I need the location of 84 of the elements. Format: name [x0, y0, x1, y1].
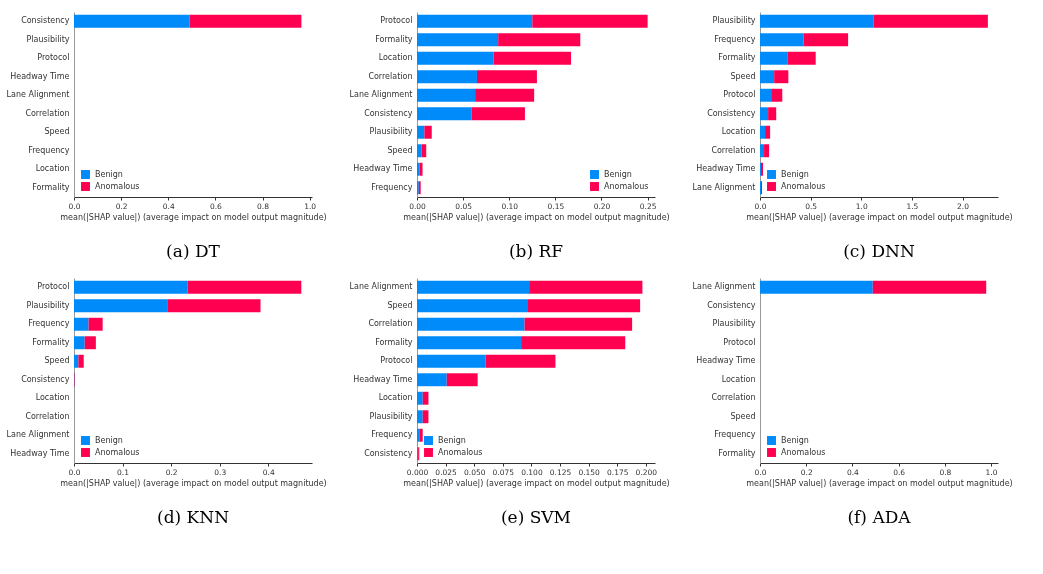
y-tick-label: Speed — [387, 300, 413, 310]
y-tick-label: Headway Time — [10, 448, 70, 458]
y-tick-label: Location — [721, 127, 756, 137]
y-tick-label: Speed — [44, 127, 70, 137]
y-tick-label: Headway Time — [696, 164, 756, 174]
legend-label: Benign — [438, 435, 466, 445]
y-tick-label: Location — [378, 53, 413, 63]
text: (e) SVM — [500, 506, 572, 527]
y-tick-label: Speed — [387, 145, 413, 155]
x-axis-title: mean(|SHAP value|) (average impact on model output magnitude) — [60, 479, 327, 488]
x-axis-title: mean(|SHAP value|) (average impact on model output magnitude) — [403, 213, 670, 222]
y-tick-label: Consistency — [21, 16, 70, 26]
y-tick-label: Headway Time — [353, 164, 413, 174]
y-tick-label: Correlation — [711, 393, 756, 403]
legend-label: Anomalous — [95, 181, 140, 191]
y-tick-label: Lane Alignment — [6, 90, 70, 100]
y-tick-label: Protocol — [723, 90, 756, 100]
y-tick-label: Plausibility — [26, 300, 70, 310]
y-tick-label: Frequency — [28, 319, 70, 329]
y-tick-label: Frequency — [371, 182, 413, 192]
y-tick-label: Headway Time — [353, 374, 413, 384]
y-tick-label: Lane Alignment — [692, 182, 756, 192]
y-tick-label: Location — [35, 164, 70, 174]
y-tick-label: Lane Alignment — [349, 282, 413, 292]
y-tick-label: Frequency — [371, 430, 413, 440]
y-tick-label: Formality — [375, 34, 413, 44]
y-tick-label: Correlation — [25, 108, 70, 118]
legend-label: Benign — [604, 169, 632, 179]
y-tick-label: Lane Alignment — [692, 282, 756, 292]
y-tick-label: Lane Alignment — [349, 90, 413, 100]
y-tick-label: Frequency — [714, 430, 756, 440]
y-tick-label: Consistency — [21, 374, 70, 384]
y-tick-label: Speed — [730, 411, 756, 421]
legend-label: Anomalous — [781, 181, 826, 191]
y-tick-label: Plausibility — [712, 16, 756, 26]
legend-label: Anomalous — [95, 447, 140, 457]
legend-label: Anomalous — [604, 181, 649, 191]
legend-label: Benign — [781, 169, 809, 179]
x-axis-title: mean(|SHAP value|) (average impact on model output magnitude) — [746, 213, 1013, 222]
y-tick-label: Plausibility — [26, 34, 70, 44]
y-tick-label: Speed — [44, 356, 70, 366]
y-tick-label: Plausibility — [712, 319, 756, 329]
y-tick-label: Formality — [32, 337, 70, 347]
text: (f) ADA — [847, 506, 912, 527]
y-tick-label: Protocol — [37, 53, 70, 63]
y-tick-label: Protocol — [37, 282, 70, 292]
y-tick-label: Consistency — [364, 448, 413, 458]
y-tick-label: Correlation — [711, 145, 756, 155]
legend-label: Benign — [95, 169, 123, 179]
y-tick-label: Speed — [730, 71, 756, 81]
text: (b) RF — [508, 240, 564, 261]
y-tick-label: Plausibility — [369, 127, 413, 137]
y-tick-label: Protocol — [380, 356, 413, 366]
y-tick-label: Frequency — [714, 34, 756, 44]
text: (c) DNN — [843, 240, 915, 261]
legend-label: Benign — [781, 435, 809, 445]
y-tick-label: Location — [378, 393, 413, 403]
x-axis-title: mean(|SHAP value|) (average impact on model output magnitude) — [403, 479, 670, 488]
y-tick-label: Formality — [718, 448, 756, 458]
y-tick-label: Protocol — [380, 16, 413, 26]
text: (d) KNN — [156, 506, 230, 527]
y-tick-label: Protocol — [723, 337, 756, 347]
y-tick-label: Location — [35, 393, 70, 403]
y-tick-label: Consistency — [364, 108, 413, 118]
legend-label: Anomalous — [438, 447, 483, 457]
legend-label: Benign — [95, 435, 123, 445]
y-tick-label: Formality — [375, 337, 413, 347]
y-tick-label: Formality — [718, 53, 756, 63]
y-tick-label: Formality — [32, 182, 70, 192]
y-tick-label: Correlation — [25, 411, 70, 421]
y-tick-label: Consistency — [707, 300, 756, 310]
legend-label: Anomalous — [781, 447, 826, 457]
y-tick-label: Location — [721, 374, 756, 384]
y-tick-label: Frequency — [28, 145, 70, 155]
y-tick-label: Consistency — [707, 108, 756, 118]
y-tick-label: Correlation — [368, 319, 413, 329]
y-tick-label: Lane Alignment — [6, 430, 70, 440]
x-axis-title: mean(|SHAP value|) (average impact on model output magnitude) — [746, 479, 1013, 488]
y-tick-label: Plausibility — [369, 411, 413, 421]
y-tick-label: Headway Time — [10, 71, 70, 81]
y-tick-label: Correlation — [368, 71, 413, 81]
x-axis-title: mean(|SHAP value|) (average impact on model output magnitude) — [60, 213, 327, 222]
y-tick-label: Headway Time — [696, 356, 756, 366]
text: (a) DT — [166, 240, 221, 261]
